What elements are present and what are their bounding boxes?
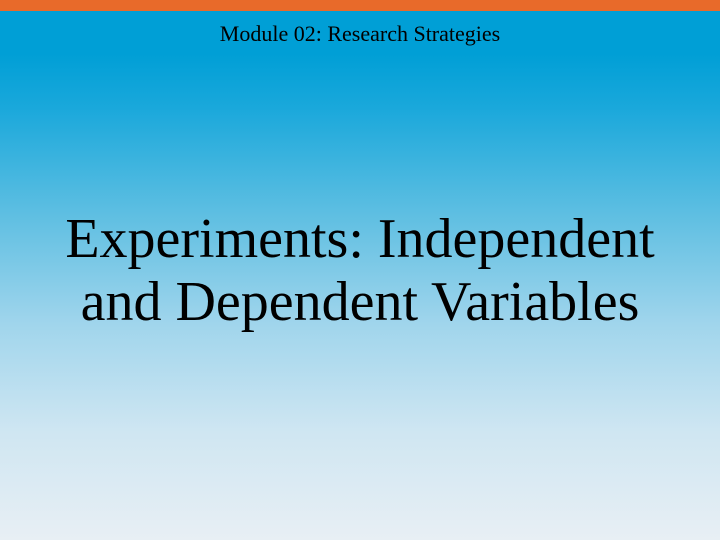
top-accent-bar xyxy=(0,0,720,11)
main-title-line-1: Experiments: Independent xyxy=(65,208,654,270)
module-header: Module 02: Research Strategies xyxy=(0,11,720,47)
slide: Module 02: Research Strategies Experimen… xyxy=(0,0,720,540)
main-title-line-2: and Dependent Variables xyxy=(81,271,640,333)
main-title: Experiments: Independent and Dependent V… xyxy=(0,208,720,333)
